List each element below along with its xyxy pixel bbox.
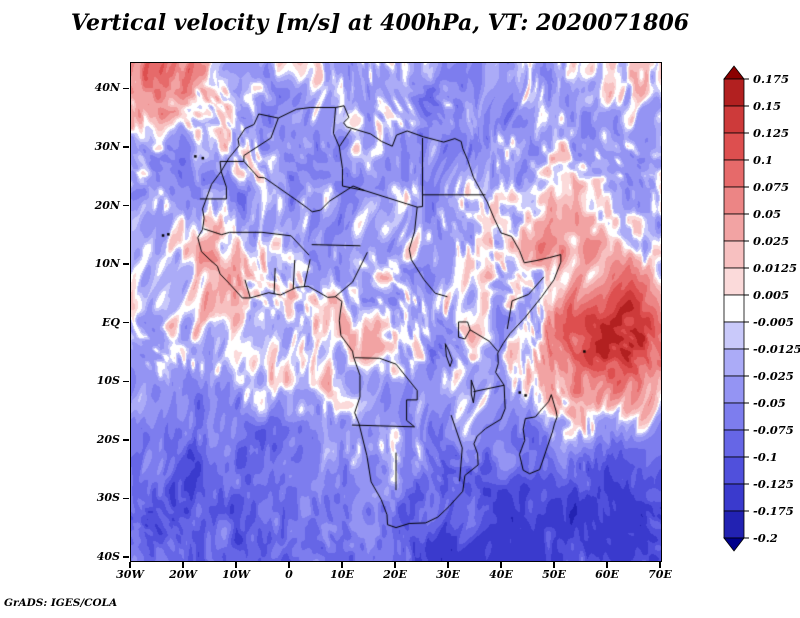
colorbar-label: 0.1 xyxy=(753,153,773,167)
colorbar-label: 0.05 xyxy=(753,207,781,221)
x-axis-label: 40E xyxy=(489,568,513,581)
x-axis-tick xyxy=(394,562,396,568)
y-axis-tick xyxy=(123,321,129,324)
colorbar-segment xyxy=(723,348,745,377)
y-axis-tick xyxy=(123,439,129,441)
x-axis-label: 70E xyxy=(648,568,672,581)
colorbar-segment xyxy=(723,375,745,404)
x-axis-label: 20W xyxy=(169,568,197,581)
map-canvas xyxy=(131,63,661,561)
y-axis-tick xyxy=(123,497,129,500)
colorbar-label: 0.125 xyxy=(753,126,789,140)
x-axis-tick xyxy=(659,562,661,568)
x-axis-tick xyxy=(553,562,555,568)
y-axis-tick xyxy=(123,87,129,90)
y-axis-label: 10N xyxy=(94,257,120,271)
y-axis-tick xyxy=(123,380,129,383)
colorbar-segment xyxy=(723,132,745,161)
colorbar-label: -0.125 xyxy=(753,477,794,491)
colorbar-label: -0.025 xyxy=(753,369,794,383)
colorbar-segment xyxy=(723,294,745,323)
colorbar-segment xyxy=(723,159,745,188)
y-axis-label: 30S xyxy=(96,491,120,505)
x-axis-label: 30E xyxy=(436,568,460,581)
x-axis-label: 50E xyxy=(542,568,566,581)
colorbar-segment xyxy=(723,240,745,269)
x-axis-label: 60E xyxy=(595,568,619,581)
x-axis-label: 30W xyxy=(116,568,144,581)
colorbar-label: 0.025 xyxy=(753,234,789,248)
colorbar-label: -0.2 xyxy=(753,531,778,545)
y-axis-tick xyxy=(123,204,129,207)
y-axis-tick xyxy=(123,556,129,558)
y-axis-label: 40S xyxy=(96,550,120,564)
credit-text: GrADS: IGES/COLA xyxy=(4,597,118,609)
colorbar-segment xyxy=(723,321,745,350)
x-axis-tick xyxy=(341,562,343,568)
x-axis-tick xyxy=(288,562,290,568)
colorbar-segment xyxy=(723,78,745,107)
colorbar-top-cap xyxy=(723,65,745,80)
y-axis-label: 10S xyxy=(96,374,120,388)
colorbar-label: 0.175 xyxy=(753,72,789,86)
colorbar-label: 0.075 xyxy=(753,180,789,194)
y-axis-label: 20N xyxy=(94,198,120,212)
colorbar-label: -0.075 xyxy=(753,423,794,437)
colorbar-bottom-cap xyxy=(723,537,745,552)
colorbar-segment xyxy=(723,186,745,215)
y-axis-tick xyxy=(123,146,129,148)
x-axis-tick xyxy=(129,562,131,568)
colorbar-segment xyxy=(723,510,745,539)
colorbar-segment xyxy=(723,402,745,431)
colorbar-label: -0.1 xyxy=(753,450,778,464)
x-axis-tick xyxy=(500,562,502,568)
x-axis-label: 10W xyxy=(222,568,250,581)
colorbar-label: 0.005 xyxy=(753,288,789,302)
colorbar-label: -0.005 xyxy=(753,315,794,329)
colorbar-label: 0.15 xyxy=(753,99,781,113)
colorbar-label: -0.175 xyxy=(753,504,794,518)
x-axis-tick xyxy=(447,562,449,568)
colorbar-segment xyxy=(723,267,745,296)
colorbar-segment xyxy=(723,429,745,458)
colorbar-label: -0.0125 xyxy=(753,342,800,356)
colorbar-label: 0.0125 xyxy=(753,261,797,275)
x-axis-tick xyxy=(235,562,237,568)
colorbar-segment xyxy=(723,456,745,485)
colorbar-svg: 0.175 0.15 0.125 0.1 0.075 0.05 0.025 0.0125 0.0… xyxy=(723,65,800,552)
chart-title: Vertical velocity [m/s] at 400hPa, VT: 2… xyxy=(70,10,690,36)
x-axis-tick xyxy=(606,562,608,568)
x-axis-label: 10E xyxy=(330,568,354,581)
y-axis-label: EQ xyxy=(102,315,120,329)
plot-frame xyxy=(130,62,662,562)
colorbar-segment xyxy=(723,213,745,242)
x-axis-label: 0 xyxy=(285,568,293,581)
x-axis-label: 20E xyxy=(383,568,407,581)
colorbar-segment xyxy=(723,483,745,512)
colorbar-label: -0.05 xyxy=(753,396,786,410)
y-axis-label: 20S xyxy=(96,432,120,446)
colorbar-segment xyxy=(723,105,745,134)
x-axis-tick xyxy=(182,562,184,568)
colorbar: 0.175 0.15 0.125 0.1 0.075 0.05 0.025 0.0125 0.0… xyxy=(722,62,800,562)
y-axis-label: 30N xyxy=(94,139,120,153)
y-axis-label: 40N xyxy=(94,81,120,95)
y-axis-tick xyxy=(123,263,129,265)
